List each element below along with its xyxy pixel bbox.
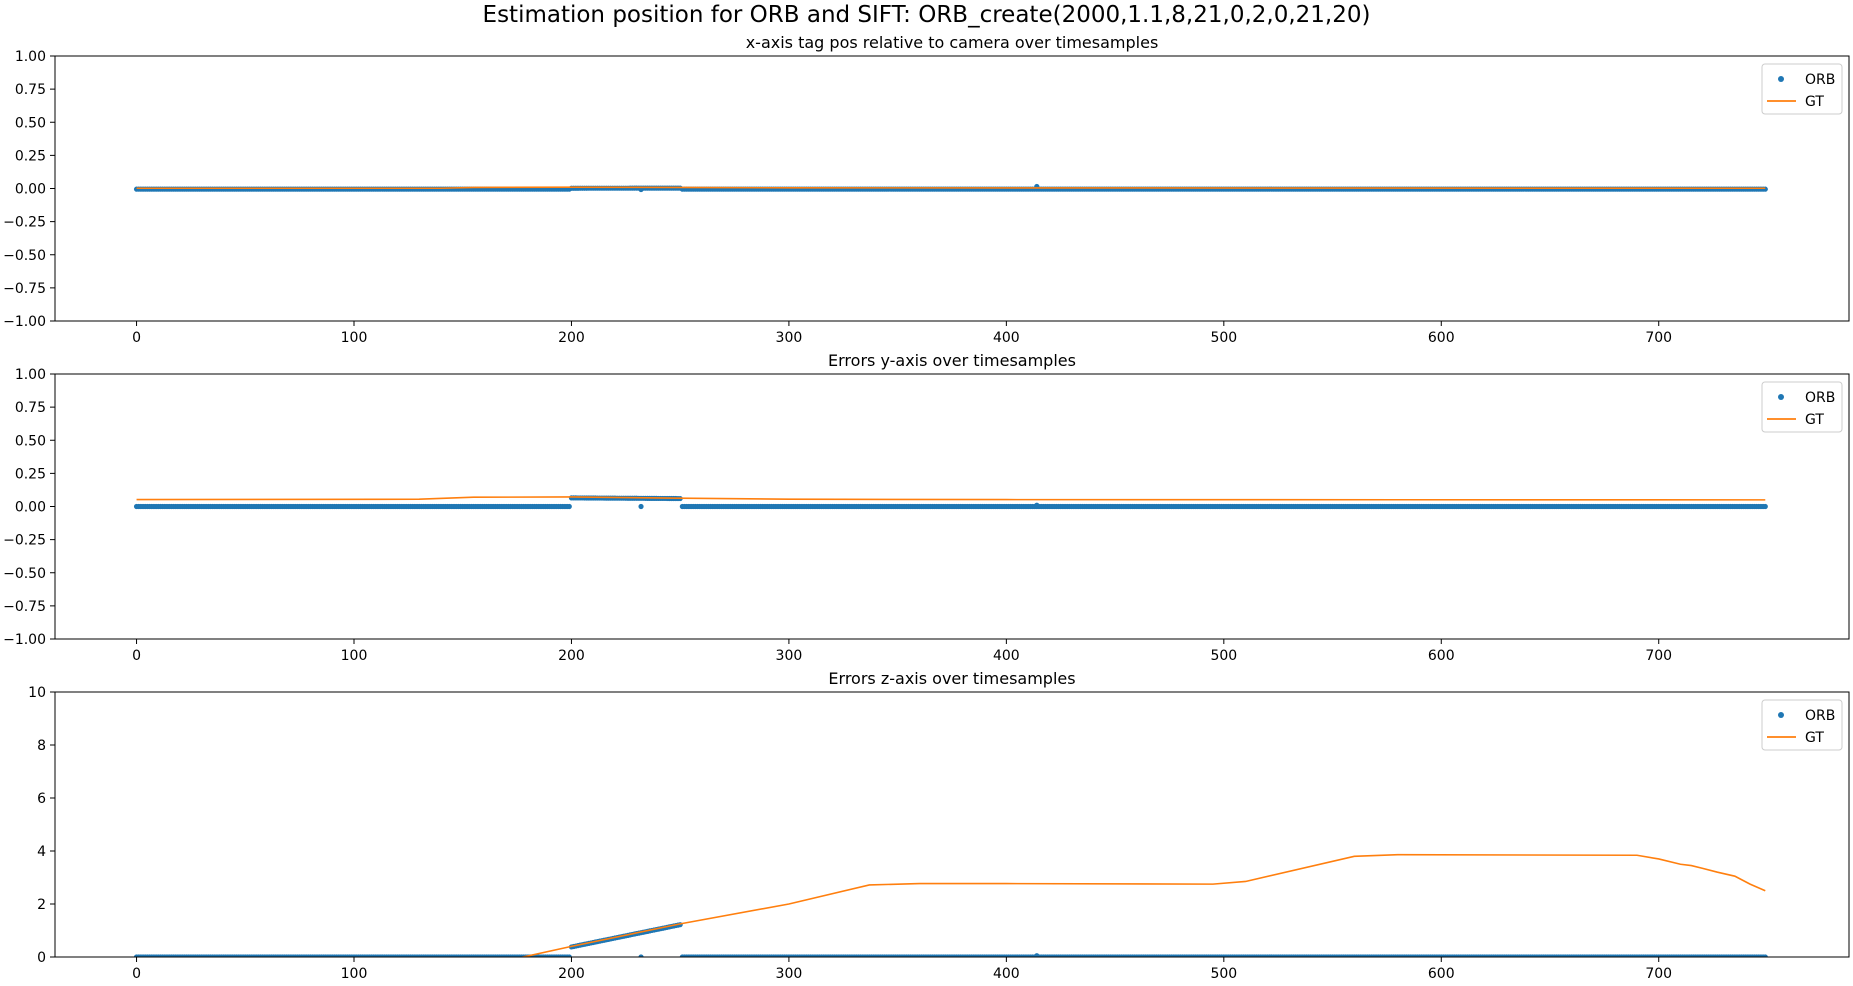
x-tick-label: 200 — [558, 330, 585, 346]
chart-panel-2: Errors y-axis over timesamples 0 100 200 300… — [3, 351, 1850, 664]
orb-point — [566, 954, 572, 957]
legend-orb-marker — [1778, 712, 1784, 718]
x-tick-label: 0 — [132, 648, 141, 664]
y-tick-label: 0.50 — [15, 115, 46, 131]
y-tick-label: 0.25 — [15, 148, 46, 164]
axes-frame — [54, 373, 1850, 640]
orb-point — [566, 503, 572, 510]
x-tick-label: 400 — [993, 648, 1020, 664]
legend-label-orb: ORB — [1805, 72, 1835, 88]
x-tick-label: 700 — [1645, 330, 1672, 346]
x-tick-label: 200 — [558, 648, 585, 664]
x-tick-label: 0 — [132, 966, 141, 982]
legend-orb-marker — [1778, 76, 1784, 82]
y-tick-label: −1.00 — [3, 632, 46, 648]
y-tick-label: 0.00 — [15, 182, 46, 198]
legend-label-gt: GT — [1805, 94, 1824, 110]
y-tick-label: 4 — [37, 844, 46, 860]
orb-point — [1762, 503, 1768, 510]
orb-point — [638, 503, 644, 510]
y-tick-label: −0.25 — [3, 533, 46, 549]
y-tick-label: −0.50 — [3, 566, 46, 582]
legend: ORB GT — [1761, 381, 1843, 433]
y-tick-label: −0.75 — [3, 281, 46, 297]
gt-series-line — [136, 186, 1766, 190]
y-tick-label: 1.00 — [15, 49, 46, 65]
x-tick-label: 100 — [341, 966, 368, 982]
x-tick-label: 100 — [341, 648, 368, 664]
orb-point — [1034, 502, 1040, 508]
axes-title: x-axis tag pos relative to camera over t… — [746, 33, 1159, 52]
legend: ORB GT — [1761, 63, 1843, 115]
x-tick-label: 700 — [1645, 966, 1672, 982]
y-tick-label: 2 — [37, 897, 46, 913]
legend-label-orb: ORB — [1805, 708, 1835, 724]
y-tick-label: 6 — [37, 791, 46, 807]
legend-label-gt: GT — [1805, 412, 1824, 428]
y-tick-label: −0.75 — [3, 599, 46, 615]
x-tick-label: 600 — [1428, 648, 1455, 664]
plot-area — [133, 495, 1768, 510]
y-tick-label: −0.50 — [3, 248, 46, 264]
y-tick-label: −1.00 — [3, 314, 46, 330]
axes-title: Errors z-axis over timesamples — [828, 669, 1075, 688]
x-tick-label: 500 — [1210, 330, 1237, 346]
legend-orb-marker — [1778, 394, 1784, 400]
orb-point — [1762, 186, 1768, 192]
axes-frame — [54, 691, 1850, 958]
orb-point — [638, 186, 644, 193]
gt-series-line — [519, 853, 1766, 957]
x-tick-label: 600 — [1428, 966, 1455, 982]
axes-title: Errors y-axis over timesamples — [828, 351, 1076, 370]
x-tick-label: 200 — [558, 966, 585, 982]
x-tick-label: 500 — [1210, 648, 1237, 664]
x-tick-label: 0 — [132, 330, 141, 346]
y-tick-label: 0.75 — [15, 400, 46, 416]
x-tick-label: 100 — [341, 330, 368, 346]
y-tick-label: 0.25 — [15, 466, 46, 482]
x-tick-label: 300 — [776, 648, 803, 664]
legend: ORB GT — [1761, 699, 1843, 751]
y-tick-label: 10 — [28, 685, 46, 701]
x-tick-label: 600 — [1428, 330, 1455, 346]
legend-label-gt: GT — [1805, 730, 1824, 746]
y-tick-label: 0.00 — [15, 500, 46, 516]
plot-area — [133, 183, 1768, 193]
y-tick-label: −0.25 — [3, 215, 46, 231]
orb-point — [1034, 953, 1040, 957]
axes-frame — [54, 55, 1850, 322]
plot-area — [133, 853, 1768, 957]
x-tick-label: 700 — [1645, 648, 1672, 664]
orb-point — [638, 954, 644, 957]
x-tick-label: 400 — [993, 330, 1020, 346]
x-tick-label: 400 — [993, 966, 1020, 982]
x-tick-label: 500 — [1210, 966, 1237, 982]
chart-panel-1: x-axis tag pos relative to camera over t… — [3, 33, 1850, 346]
figure-suptitle: Estimation position for ORB and SIFT: OR… — [483, 2, 1371, 28]
y-tick-label: 0 — [37, 950, 46, 966]
y-tick-label: 8 — [37, 738, 46, 754]
y-tick-label: 1.00 — [15, 367, 46, 383]
gt-series-line — [136, 496, 1766, 501]
y-tick-label: 0.50 — [15, 433, 46, 449]
x-tick-label: 300 — [776, 966, 803, 982]
y-tick-label: 0.75 — [15, 82, 46, 98]
x-tick-label: 300 — [776, 330, 803, 346]
orb-point — [1762, 954, 1768, 957]
legend-label-orb: ORB — [1805, 390, 1835, 406]
